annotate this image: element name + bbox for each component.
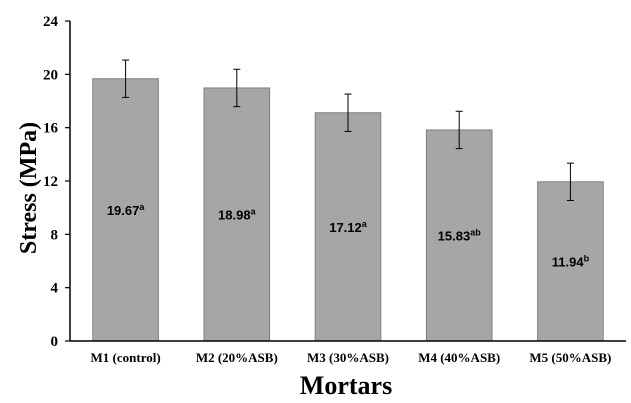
y-tick-label: 4 (51, 281, 59, 297)
x-axis-title: Mortars (300, 371, 392, 400)
x-tick-label: M1 (control) (91, 350, 161, 365)
data-label-superscript: a (251, 206, 257, 216)
data-label-superscript: a (139, 202, 145, 212)
data-label: 18.98a (218, 206, 257, 222)
error-bars-layer (122, 59, 574, 201)
x-ticks-layer: M1 (control) M2 (20%ASB) M3 (30%ASB) M4 (40… (91, 350, 612, 365)
data-label: 15.83ab (438, 227, 482, 243)
data-label: 19.67a (107, 202, 146, 218)
data-label-value: 15.83 (438, 228, 471, 243)
x-tick-label: M2 (20%ASB) (196, 350, 278, 365)
x-tick-label: M3 (30%ASB) (307, 350, 389, 365)
x-tick-label: M5 (50%ASB) (529, 350, 611, 365)
bar (92, 78, 159, 342)
data-label: 17.12a (329, 219, 368, 235)
y-axis-title: Stress (MPa) (16, 122, 42, 254)
data-label-value: 19.67 (107, 203, 140, 218)
y-tick-label: 20 (43, 67, 58, 83)
data-label-superscript: a (362, 219, 368, 229)
y-tick-label: 0 (51, 334, 59, 350)
y-tick-label: 8 (51, 227, 59, 243)
data-label-superscript: b (584, 253, 590, 263)
y-tick-label: 12 (43, 174, 58, 190)
bar (203, 87, 271, 342)
data-label-superscript: ab (470, 227, 481, 237)
x-tick-label: M4 (40%ASB) (418, 350, 500, 365)
y-ticks-layer: 0 4 8 12 16 20 24 (43, 14, 70, 350)
data-label-value: 17.12 (329, 220, 362, 235)
data-label-value: 18.98 (218, 207, 251, 222)
bar (537, 181, 604, 342)
y-tick-label: 24 (43, 14, 59, 30)
bar (425, 129, 493, 342)
data-label: 11.94b (552, 253, 590, 269)
y-tick-label: 16 (43, 121, 59, 137)
data-label-value: 11.94 (552, 254, 585, 269)
